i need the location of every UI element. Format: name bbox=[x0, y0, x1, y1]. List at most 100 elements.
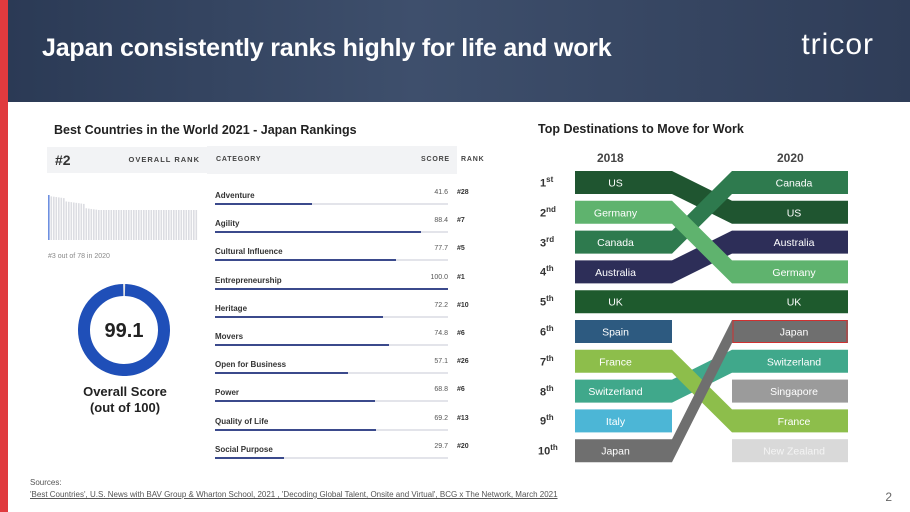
rank-value: #26 bbox=[457, 358, 469, 366]
history-bar bbox=[173, 210, 175, 240]
ordinal-suffix: th bbox=[546, 413, 554, 423]
category-label: Open for Business bbox=[215, 360, 287, 370]
overall-rank-label: OVERALL RANK bbox=[128, 155, 200, 164]
history-bar bbox=[153, 210, 155, 240]
rankings-heading: Best Countries in the World 2021 - Japan… bbox=[54, 123, 357, 137]
ordinal-number: 6 bbox=[540, 326, 547, 339]
overall-rank-box: #2 OVERALL RANK bbox=[47, 147, 210, 173]
country-label-2018: UK bbox=[608, 297, 623, 309]
score-value: 69.2 bbox=[434, 414, 448, 422]
category-label: Power bbox=[215, 388, 240, 398]
history-bar bbox=[90, 208, 93, 240]
page-title: Japan consistently ranks highly for life… bbox=[42, 34, 612, 62]
flow-band-france bbox=[575, 349, 848, 433]
tricor-logo: tricor bbox=[801, 28, 874, 61]
history-bar bbox=[118, 210, 120, 240]
ordinal-number: 5 bbox=[540, 296, 547, 309]
score-track bbox=[215, 372, 448, 375]
country-label-2018: Japan bbox=[601, 446, 630, 458]
history-bar bbox=[190, 210, 193, 240]
score-value: 29.7 bbox=[434, 442, 448, 450]
history-bar bbox=[63, 198, 65, 240]
history-bar bbox=[183, 210, 185, 240]
ordinal-number: 2 bbox=[540, 207, 547, 220]
ordinal-suffix: th bbox=[546, 294, 554, 304]
accent-bar bbox=[0, 0, 8, 512]
history-bar bbox=[143, 210, 145, 240]
category-label: Heritage bbox=[215, 303, 248, 313]
rank-value: #1 bbox=[457, 273, 465, 281]
rank-ordinal: 6th bbox=[540, 324, 554, 339]
table-row: Open for Business 57.1 #26 bbox=[215, 358, 469, 386]
country-label-2020: Canada bbox=[776, 178, 813, 190]
category-label: Agility bbox=[215, 219, 240, 229]
history-bar bbox=[103, 210, 105, 240]
country-label-2018: Germany bbox=[594, 207, 638, 219]
country-label-2020: Australia bbox=[774, 237, 815, 249]
ordinal-number: 1 bbox=[540, 177, 547, 190]
score-value: 74.8 bbox=[434, 330, 448, 337]
table-row: Cultural Influence 77.7 #5 bbox=[215, 245, 465, 273]
country-label-2018: France bbox=[599, 356, 632, 368]
history-bar bbox=[83, 203, 85, 240]
score-track bbox=[215, 203, 448, 205]
score-value: 57.1 bbox=[434, 358, 448, 366]
history-bar bbox=[93, 209, 95, 240]
table-row: Agility 88.4 #7 bbox=[215, 217, 465, 245]
history-bar bbox=[125, 210, 128, 240]
category-label: Entrepreneurship bbox=[215, 275, 282, 285]
ordinal-number: 3 bbox=[540, 237, 547, 250]
category-label: Quality of Life bbox=[215, 416, 269, 426]
category-label: Adventure bbox=[215, 191, 255, 200]
rank-ordinal: 5th bbox=[540, 294, 554, 309]
history-bar bbox=[148, 210, 150, 240]
score-track bbox=[215, 456, 448, 459]
score-bar bbox=[215, 372, 349, 375]
country-label-2018: Canada bbox=[597, 237, 634, 249]
country-label-2020: France bbox=[778, 416, 811, 428]
score-sub: (out of 100) bbox=[89, 400, 161, 415]
overall-rank: #2 bbox=[55, 152, 71, 168]
history-bar bbox=[158, 210, 160, 240]
history-bar bbox=[130, 210, 133, 240]
rank-value: #20 bbox=[457, 442, 469, 450]
category-label: Social Purpose bbox=[215, 444, 273, 454]
country-label-2020: New Zealand bbox=[763, 446, 825, 458]
history-bar bbox=[150, 210, 153, 240]
history-bar bbox=[50, 196, 53, 240]
rank-box-new-zealand bbox=[732, 439, 848, 463]
score-track bbox=[215, 287, 448, 290]
history-bar bbox=[70, 202, 73, 240]
country-label-2020: US bbox=[787, 207, 802, 219]
history-bar bbox=[113, 210, 115, 240]
score-bar bbox=[215, 287, 448, 290]
ordinal-number: 8 bbox=[540, 386, 547, 399]
flow-band-uk bbox=[575, 290, 848, 314]
score-value: 88.4 bbox=[434, 217, 448, 225]
history-bar bbox=[185, 210, 188, 240]
rank-ordinal: 1st bbox=[540, 175, 553, 190]
rank-ordinal: 7th bbox=[540, 354, 554, 369]
history-bar bbox=[105, 210, 108, 240]
country-label-2018: US bbox=[608, 178, 623, 190]
sources-link[interactable]: 'Best Countries', U.S. News with BAV Gro… bbox=[30, 490, 558, 499]
country-label-2018: Spain bbox=[602, 327, 629, 339]
country-label-2020: Germany bbox=[772, 267, 816, 279]
table-header: CATEGORY SCORE RANK bbox=[207, 146, 484, 174]
history-bar bbox=[95, 209, 98, 240]
score-bar bbox=[215, 203, 312, 205]
ordinal-number: 7 bbox=[540, 356, 547, 369]
rank-value: #5 bbox=[457, 245, 465, 253]
country-label-2020: UK bbox=[787, 297, 802, 309]
country-label-2018: Switzerland bbox=[588, 386, 642, 398]
page-number: 2 bbox=[885, 490, 892, 504]
history-bar bbox=[163, 210, 165, 240]
rank-box-spain bbox=[575, 320, 672, 343]
score-track bbox=[215, 400, 448, 403]
ordinal-suffix: st bbox=[546, 175, 554, 184]
history-bar bbox=[145, 210, 148, 240]
table-row: Heritage 72.2 #10 bbox=[215, 302, 469, 330]
ordinal-suffix: nd bbox=[546, 204, 556, 214]
history-note: #3 out of 78 in 2020 bbox=[48, 253, 110, 260]
ordinal-number: 10 bbox=[538, 445, 551, 458]
